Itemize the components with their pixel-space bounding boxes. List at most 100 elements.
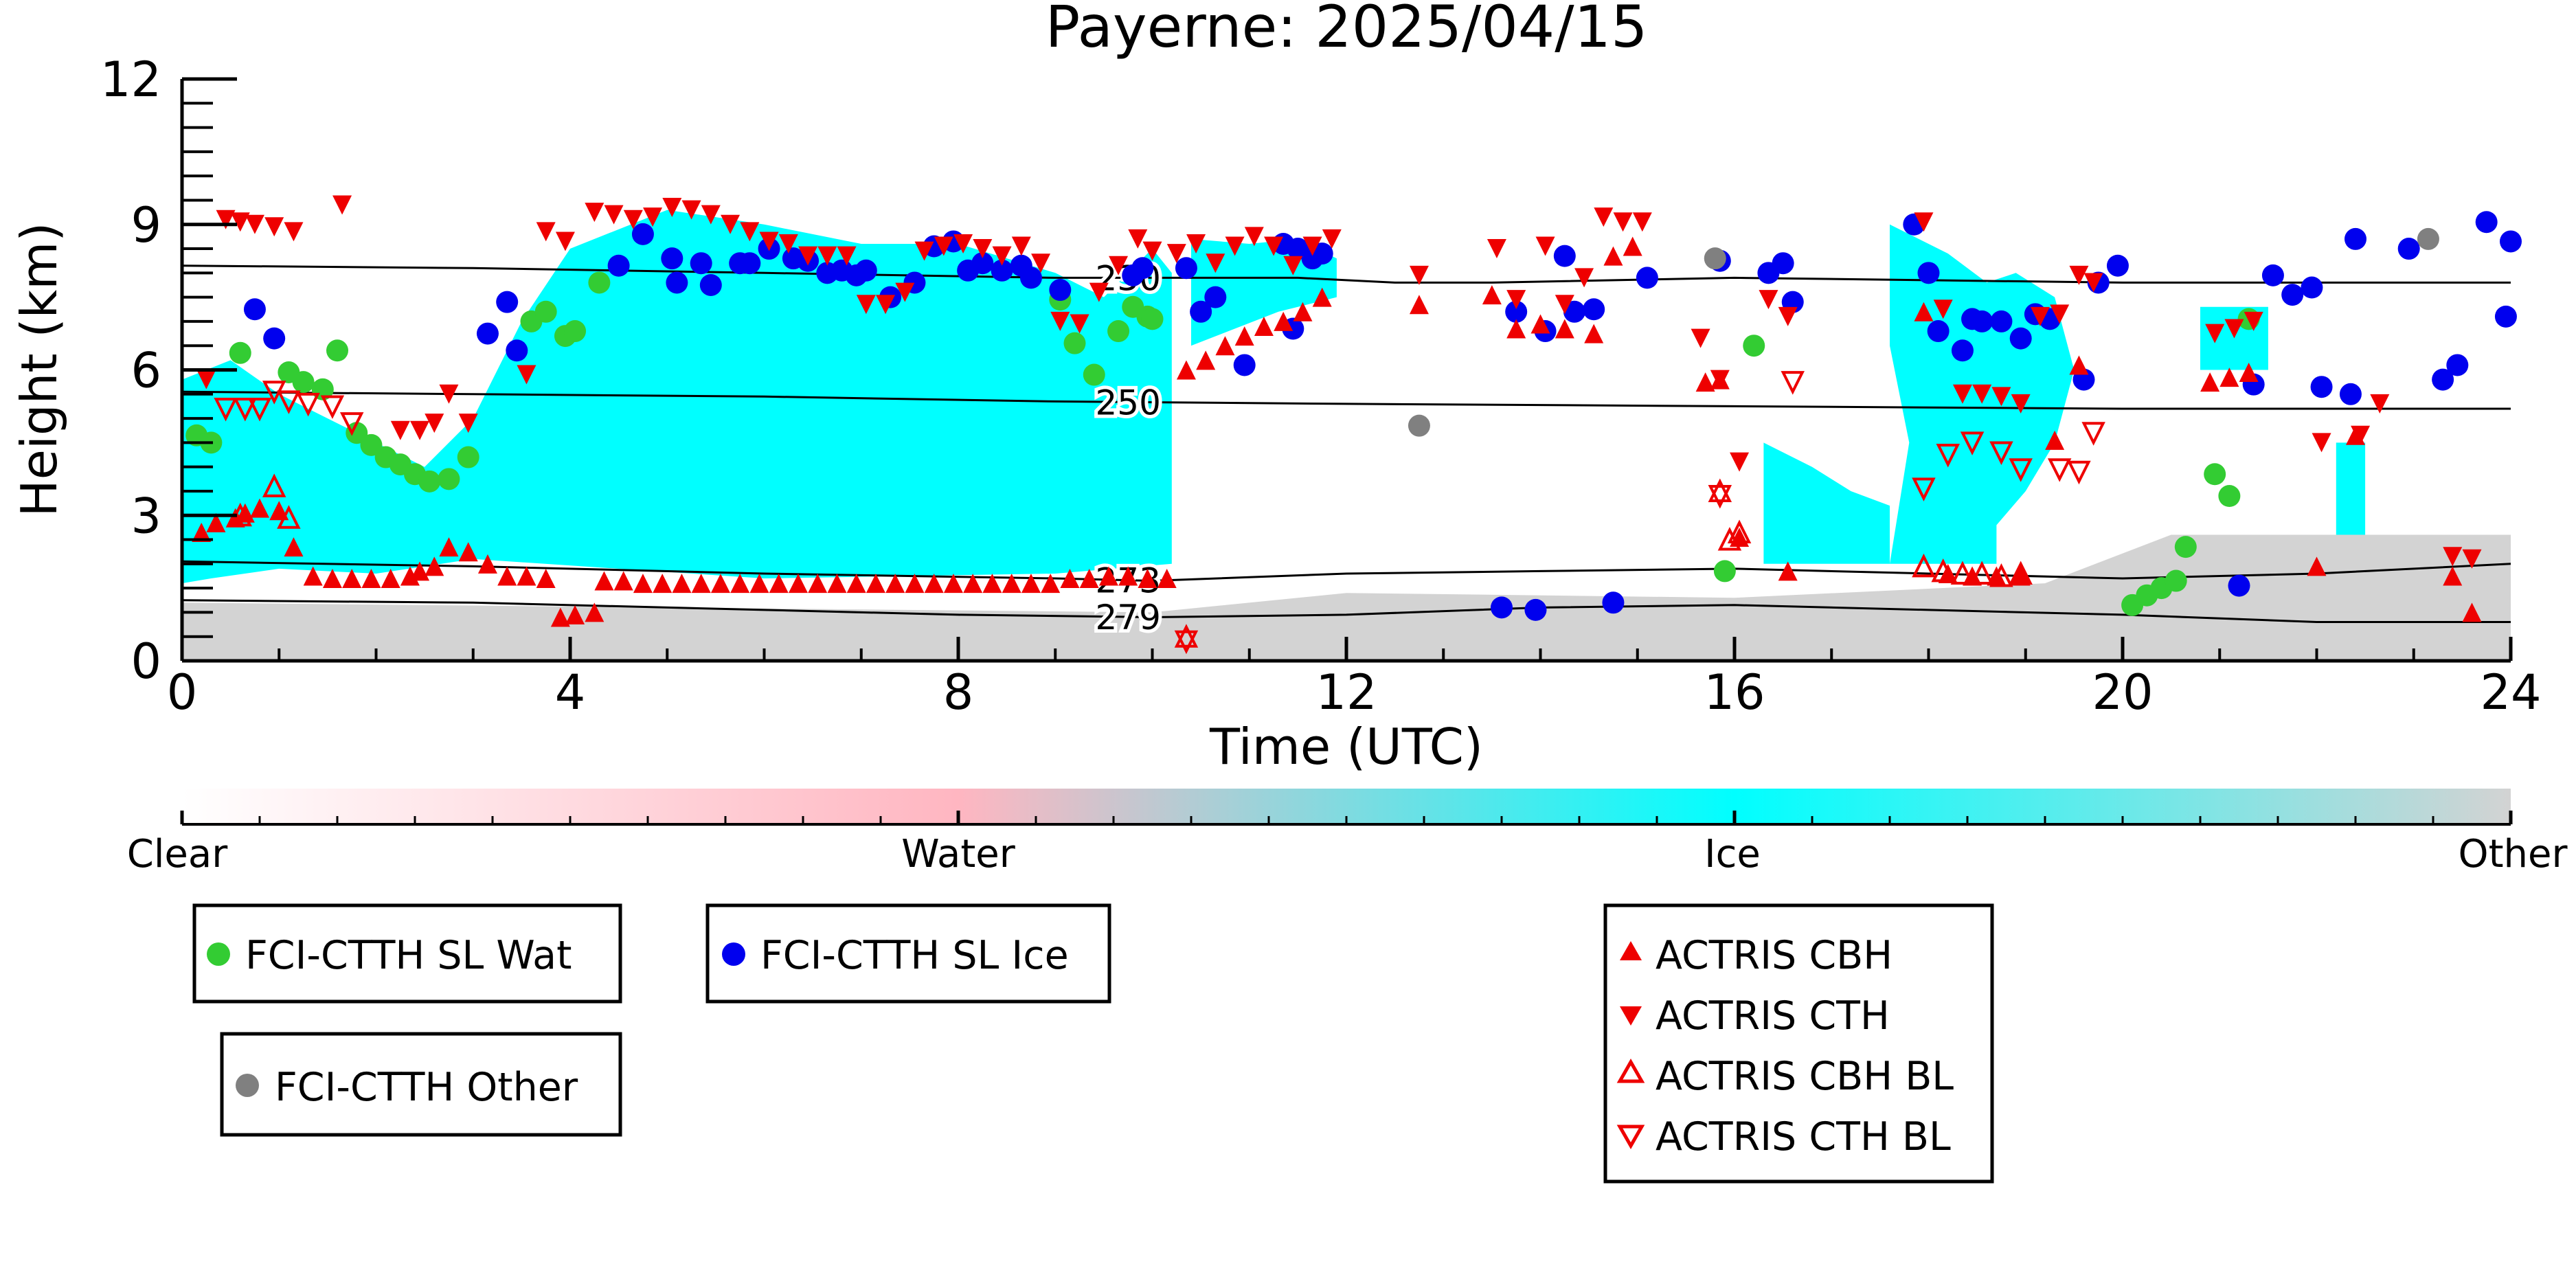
point-actris-cth-46 bbox=[1186, 234, 1206, 253]
point-actris-cbh-21 bbox=[550, 607, 570, 627]
point-fci-ctth-sl-ice-19 bbox=[855, 259, 877, 282]
point-actris-cth-bl-12 bbox=[1936, 444, 1960, 468]
point-actris-cbh-11 bbox=[381, 569, 400, 589]
colorbar-label-clear: Clear bbox=[127, 832, 228, 877]
contour-250 bbox=[182, 390, 2511, 410]
point-actris-cth-26 bbox=[798, 246, 818, 266]
point-actris-cth-54 bbox=[1409, 265, 1429, 285]
point-actris-cth-71 bbox=[1972, 384, 1992, 404]
y-tick-label-0: 0 bbox=[131, 633, 161, 690]
point-actris-cth-67 bbox=[1778, 306, 1798, 326]
point-actris-cbh-81 bbox=[2200, 372, 2220, 392]
point-actris-cth-44 bbox=[1142, 241, 1162, 261]
legend-marker-wat bbox=[207, 942, 230, 966]
point-fci-ctth-sl-ice-47 bbox=[1583, 298, 1605, 321]
point-actris-cbh-86 bbox=[2443, 566, 2463, 586]
point-actris-cbh-83 bbox=[2239, 363, 2259, 383]
point-actris-cbh-58 bbox=[1254, 316, 1274, 336]
x-axis-label: Time (UTC) bbox=[1209, 718, 1483, 776]
region-ice-5 bbox=[2336, 442, 2366, 554]
contour-230 bbox=[182, 264, 2511, 284]
point-actris-cth-68 bbox=[1914, 212, 1934, 232]
point-actris-cth-53 bbox=[1322, 229, 1342, 249]
point-actris-cbh-31 bbox=[730, 574, 750, 594]
point-fci-ctth-sl-ice-55 bbox=[1917, 262, 1940, 284]
legend-wat: FCI-CTTH SL Wat bbox=[192, 903, 622, 1004]
point-fci-ctth-sl-ice-72 bbox=[2310, 376, 2333, 398]
point-actris-cbh-43 bbox=[963, 574, 983, 594]
point-actris-cth-10 bbox=[439, 384, 459, 404]
point-actris-cth-13 bbox=[536, 222, 556, 242]
point-actris-cth-bl-13 bbox=[1960, 431, 1985, 455]
point-actris-cbh-87 bbox=[2462, 602, 2482, 622]
point-actris-cth-70 bbox=[1952, 384, 1972, 404]
point-fci-ctth-sl-wat-23 bbox=[1107, 320, 1130, 343]
point-actris-cbh-15 bbox=[439, 537, 459, 557]
point-fci-ctth-sl-wat-34 bbox=[2204, 463, 2226, 486]
point-actris-cth-35 bbox=[973, 239, 993, 259]
point-fci-ctth-other-0 bbox=[1408, 414, 1430, 437]
point-actris-cth-1 bbox=[216, 210, 236, 229]
point-actris-cth-15 bbox=[585, 203, 605, 223]
point-actris-cth-61 bbox=[1613, 212, 1633, 232]
point-actris-cbh-55 bbox=[1196, 350, 1216, 370]
point-actris-cth-75 bbox=[2050, 304, 2070, 324]
point-fci-ctth-sl-ice-75 bbox=[2397, 238, 2420, 260]
colorbar: Clear Water Ice Other bbox=[127, 789, 2568, 877]
point-actris-cth-32 bbox=[914, 241, 934, 261]
point-fci-ctth-sl-ice-35 bbox=[1233, 354, 1256, 376]
point-actris-cth-bl-15 bbox=[2009, 458, 2033, 482]
point-actris-cbh-38 bbox=[866, 574, 885, 594]
x-tick-label-12: 12 bbox=[1315, 664, 1377, 721]
point-actris-cbh-bl-11 bbox=[1989, 563, 2013, 587]
point-actris-cth-52 bbox=[1302, 236, 1322, 256]
point-actris-cbh-51 bbox=[1118, 566, 1138, 586]
point-actris-cbh-66 bbox=[1555, 319, 1574, 339]
point-fci-ctth-sl-ice-41 bbox=[1491, 596, 1513, 619]
point-actris-cth-bl-2 bbox=[247, 397, 272, 422]
x-tick-label-16: 16 bbox=[1704, 664, 1765, 721]
point-fci-ctth-sl-ice-79 bbox=[2494, 305, 2517, 328]
point-actris-cth-66 bbox=[1759, 290, 1778, 310]
point-actris-cbh-78 bbox=[2011, 566, 2031, 586]
point-actris-cbh-22 bbox=[565, 605, 585, 624]
point-actris-cbh-39 bbox=[885, 574, 905, 594]
legend-label-other: FCI-CTTH Other bbox=[275, 1065, 578, 1110]
point-fci-ctth-sl-wat-18 bbox=[564, 320, 587, 343]
point-actris-cth-bl-5 bbox=[296, 392, 320, 417]
point-fci-ctth-sl-wat-6 bbox=[326, 339, 348, 362]
point-actris-cbh-84 bbox=[2307, 556, 2327, 576]
legend-label-cbh: ACTRIS CBH bbox=[1656, 933, 1893, 978]
point-actris-cth-55 bbox=[1487, 239, 1506, 259]
point-actris-cth-23 bbox=[740, 222, 760, 242]
point-actris-cth-16 bbox=[604, 205, 624, 225]
point-fci-ctth-sl-ice-56 bbox=[1927, 320, 1950, 343]
point-actris-cth-9 bbox=[425, 414, 444, 433]
point-fci-ctth-sl-ice-9 bbox=[690, 252, 712, 275]
point-actris-cbh-24 bbox=[594, 571, 614, 591]
point-actris-cbh-29 bbox=[691, 574, 711, 594]
point-actris-cbh-44 bbox=[982, 574, 1002, 594]
point-actris-cth-24 bbox=[759, 231, 779, 251]
point-actris-cth-3 bbox=[245, 214, 264, 234]
point-actris-cbh-80 bbox=[2069, 355, 2089, 375]
point-actris-cth-bl-4 bbox=[277, 390, 301, 414]
point-actris-cth-85 bbox=[2462, 549, 2482, 569]
point-fci-ctth-sl-ice-52 bbox=[1772, 252, 1794, 275]
point-actris-cbh-18 bbox=[497, 566, 517, 586]
point-actris-cbh-62 bbox=[1409, 295, 1429, 315]
point-actris-cth-27 bbox=[817, 246, 837, 266]
point-fci-ctth-sl-ice-0 bbox=[243, 298, 266, 321]
point-actris-cth-36 bbox=[992, 246, 1012, 266]
point-actris-cbh-56 bbox=[1215, 336, 1235, 356]
point-fci-ctth-sl-wat-22 bbox=[1083, 363, 1105, 386]
region-ice-3 bbox=[1191, 238, 1337, 346]
point-actris-cth-77 bbox=[2083, 273, 2103, 293]
point-actris-cbh-52 bbox=[1138, 569, 1157, 589]
legend-ice: FCI-CTTH SL Ice bbox=[705, 903, 1111, 1004]
point-fci-ctth-sl-wat-12 bbox=[418, 470, 441, 493]
point-actris-cth-57 bbox=[1535, 236, 1555, 256]
point-actris-cth-6 bbox=[332, 195, 352, 215]
point-actris-cth-5 bbox=[284, 222, 304, 242]
region-ice-1 bbox=[1763, 442, 1890, 564]
